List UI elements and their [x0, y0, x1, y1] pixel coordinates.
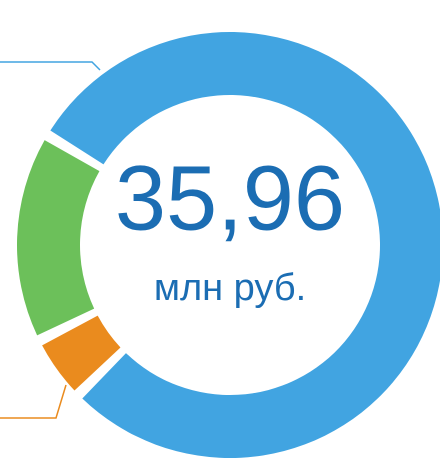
- donut-segment: [42, 315, 121, 391]
- donut-segment: [16, 140, 100, 336]
- donut: [16, 32, 440, 458]
- center-value: 35,96: [115, 147, 345, 249]
- leader-line: [0, 384, 67, 419]
- donut-segment: [50, 32, 440, 458]
- leader-line: [0, 61, 101, 71]
- center-unit: млн руб.: [154, 267, 306, 309]
